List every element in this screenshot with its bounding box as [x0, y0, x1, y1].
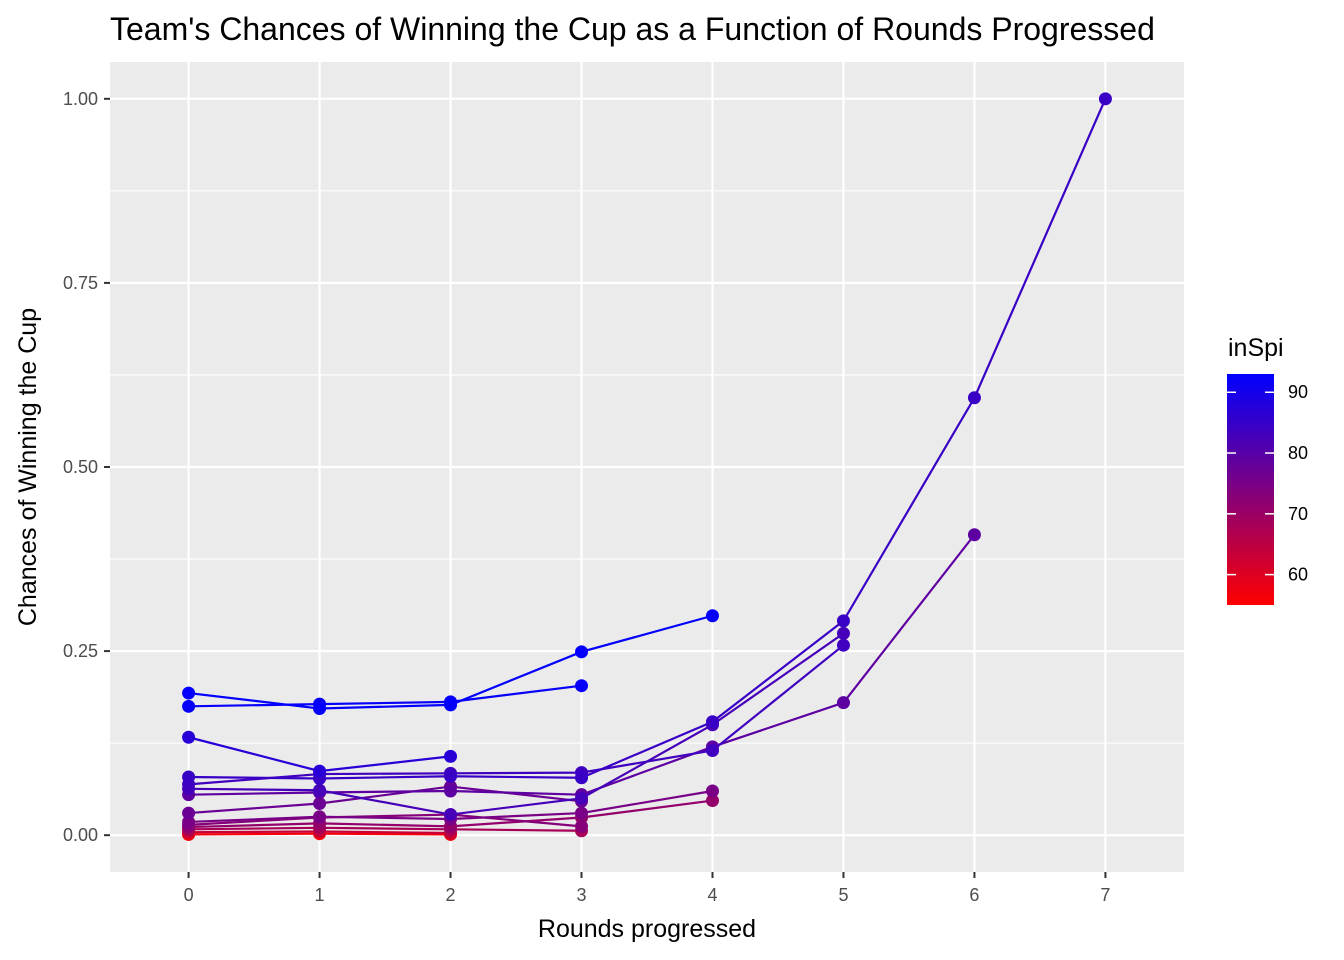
data-point — [836, 614, 850, 628]
data-point — [836, 626, 850, 640]
gridlines — [110, 62, 1184, 872]
chart-title: Team's Chances of Winning the Cup as a F… — [110, 11, 1155, 47]
legend-colorbar — [1227, 374, 1274, 605]
x-tick-label: 6 — [969, 885, 979, 905]
data-point — [313, 810, 327, 824]
legend: inSpi 60 70 80 90 — [1227, 334, 1308, 605]
data-point — [182, 770, 196, 784]
series-group — [182, 609, 719, 716]
data-series — [182, 92, 1112, 841]
data-point — [705, 784, 719, 798]
data-point — [1098, 92, 1112, 106]
data-point — [444, 769, 458, 783]
series-line — [188, 684, 582, 708]
y-tick-label: 0.00 — [63, 825, 98, 845]
data-point — [444, 784, 458, 798]
x-tick-label: 4 — [707, 885, 717, 905]
data-point — [575, 771, 589, 785]
data-point — [705, 744, 719, 757]
series-line — [188, 785, 582, 815]
x-tick-label: 5 — [838, 885, 848, 905]
y-axis-title: Chances of Winning the Cup — [14, 308, 42, 626]
data-point — [836, 638, 850, 652]
data-point — [705, 794, 719, 808]
x-axis-title: Rounds progressed — [538, 915, 756, 943]
data-point — [313, 783, 327, 797]
data-point — [575, 819, 589, 833]
data-point — [313, 702, 327, 716]
x-tick-label: 3 — [577, 885, 587, 905]
series-line — [188, 98, 1107, 780]
series-group — [182, 626, 850, 822]
legend-label: 60 — [1288, 565, 1308, 585]
data-point — [836, 696, 850, 710]
x-tick-label: 7 — [1100, 885, 1110, 905]
legend-label: 70 — [1288, 504, 1308, 524]
axes: 0 1 2 3 4 5 6 7 0.00 0.25 0.50 0.75 1.00 — [63, 89, 1110, 905]
data-point — [444, 808, 458, 822]
legend-label: 80 — [1288, 443, 1308, 463]
x-tick-label: 2 — [446, 885, 456, 905]
series-group — [182, 92, 1112, 785]
data-point — [575, 791, 589, 805]
data-point — [444, 698, 458, 712]
y-tick-label: 0.75 — [63, 273, 98, 293]
legend-ticks: 60 70 80 90 — [1227, 382, 1308, 585]
x-tick-label: 0 — [184, 885, 194, 905]
series-line — [188, 632, 845, 816]
data-point — [705, 609, 719, 623]
series-line — [188, 813, 582, 828]
data-point — [182, 686, 196, 700]
x-tick-label: 1 — [315, 885, 325, 905]
data-point — [575, 806, 589, 820]
data-point — [182, 699, 196, 713]
data-point — [705, 715, 719, 729]
data-point — [313, 797, 327, 811]
y-tick-label: 0.25 — [63, 641, 98, 661]
data-point — [575, 679, 589, 693]
legend-title: inSpi — [1228, 334, 1284, 362]
data-point — [182, 730, 196, 744]
legend-label: 90 — [1288, 382, 1308, 402]
series-line — [188, 644, 845, 786]
data-point — [575, 645, 589, 659]
data-point — [967, 528, 981, 542]
series-line — [188, 826, 582, 832]
data-point — [182, 806, 196, 820]
y-tick-label: 1.00 — [63, 89, 98, 109]
data-point — [967, 391, 981, 405]
data-point — [313, 764, 327, 778]
series-group — [182, 730, 458, 778]
y-tick-label: 0.50 — [63, 457, 98, 477]
data-point — [444, 749, 458, 763]
